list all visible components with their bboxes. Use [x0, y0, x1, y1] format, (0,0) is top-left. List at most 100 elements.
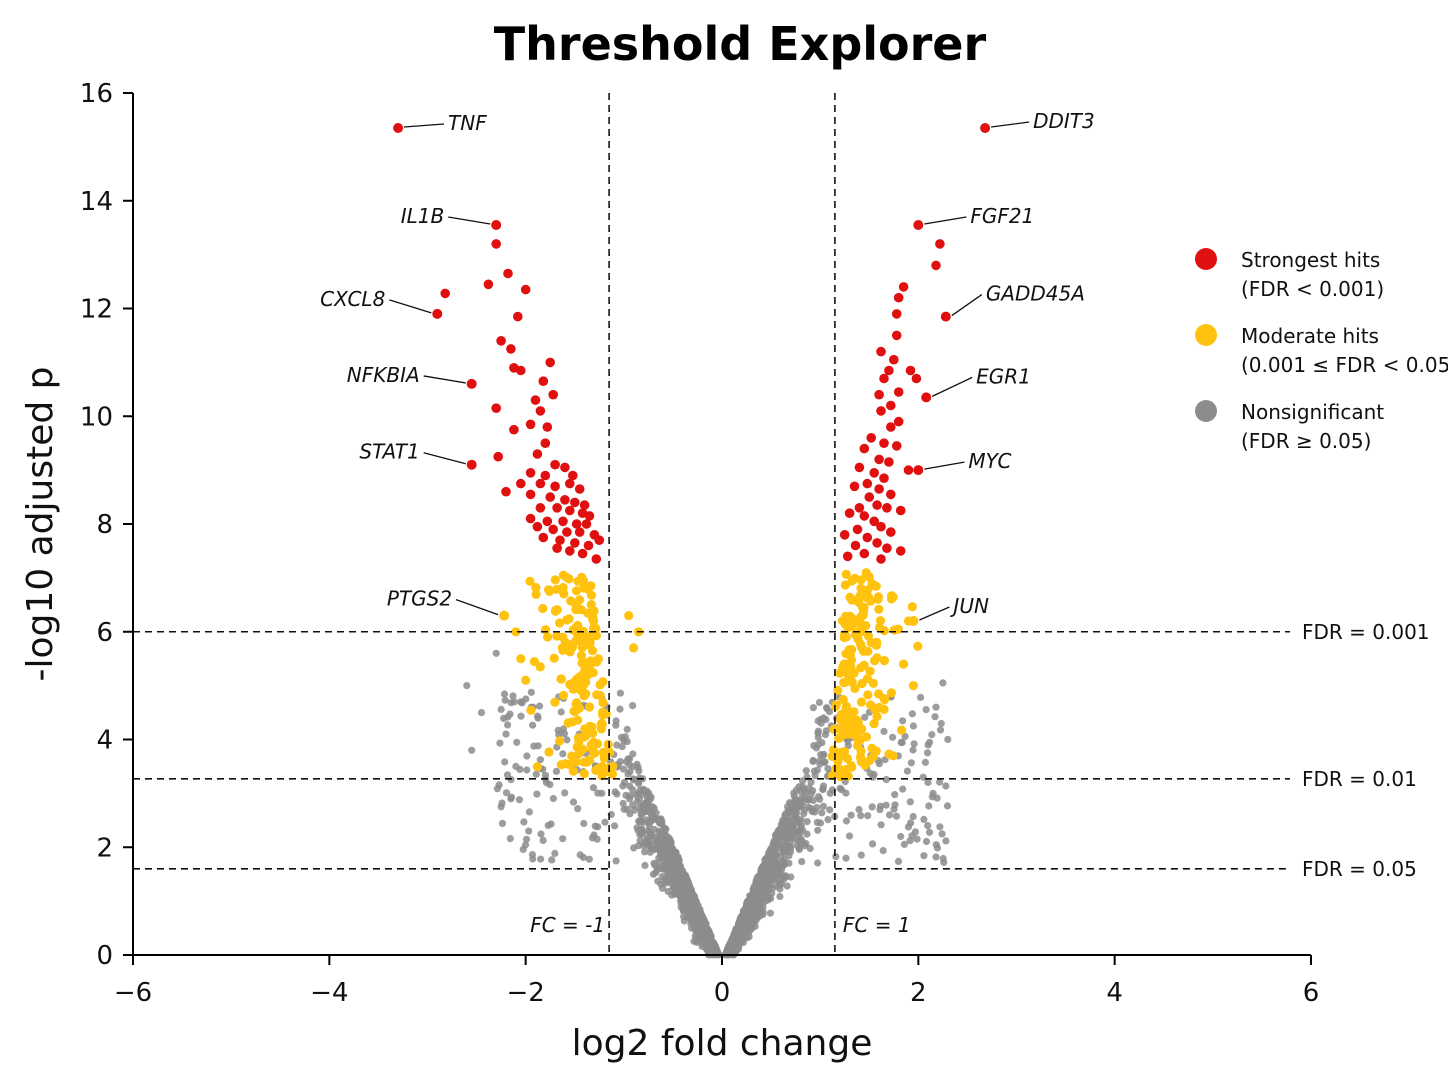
data-point-nonsignificant	[861, 713, 869, 721]
x-tick-label: 6	[1303, 978, 1320, 1008]
data-point-strong	[886, 489, 896, 500]
data-point-moderate	[589, 623, 599, 633]
data-point-nonsignificant	[857, 851, 865, 859]
data-point-strong	[931, 260, 941, 271]
data-point-nonsignificant	[643, 793, 651, 801]
data-point-moderate	[856, 754, 866, 764]
data-point-nonsignificant	[643, 834, 651, 842]
data-point-strong	[874, 389, 884, 400]
data-point-strong	[876, 406, 886, 416]
data-point-strong	[884, 457, 894, 467]
data-point-nonsignificant	[623, 738, 631, 746]
data-point-nonsignificant	[797, 822, 806, 830]
data-point-nonsignificant	[637, 790, 645, 799]
data-point-nonsignificant	[492, 649, 500, 657]
data-point-nonsignificant	[921, 758, 930, 767]
data-point-nonsignificant	[845, 832, 854, 840]
data-point-nonsignificant	[580, 819, 588, 828]
data-point-nonsignificant	[503, 771, 512, 779]
data-point-nonsignificant	[533, 790, 541, 798]
threshold-layer: FDR = 0.001 FDR = 0.01 FDR = 0.05 FC = -1 FC…	[133, 93, 1430, 955]
data-point-strong	[859, 511, 870, 521]
data-point-nonsignificant	[658, 829, 666, 837]
legend-marker-strong	[1195, 248, 1217, 270]
data-point-nonsignificant	[886, 811, 894, 819]
data-point-strong	[911, 373, 922, 384]
gene-label: MYC	[968, 449, 1011, 473]
data-point-strong	[570, 538, 580, 548]
data-point-nonsignificant	[866, 769, 874, 777]
data-point-strong	[542, 516, 553, 527]
data-point-nonsignificant	[569, 798, 578, 806]
data-point-moderate	[585, 721, 595, 731]
data-point-nonsignificant	[882, 801, 890, 809]
data-point-moderate	[598, 698, 608, 708]
gene-leader-line	[919, 606, 950, 621]
data-point-moderate	[593, 654, 604, 664]
data-point-nonsignificant	[747, 913, 756, 921]
data-point-moderate	[525, 576, 535, 586]
data-point-moderate	[867, 743, 877, 753]
data-point-nonsignificant	[764, 894, 772, 902]
data-point-nonsignificant	[501, 696, 509, 704]
data-point-moderate	[884, 749, 894, 759]
data-point-moderate	[843, 623, 853, 633]
data-point-nonsignificant	[537, 830, 545, 838]
labeled-gene-point	[913, 465, 924, 476]
x-tick-label: 4	[1106, 978, 1123, 1008]
data-point-strong	[898, 282, 909, 292]
data-point-moderate	[588, 616, 599, 626]
data-point-nonsignificant	[847, 811, 855, 819]
data-point-strong	[525, 419, 536, 430]
data-point-strong	[574, 484, 585, 494]
data-point-moderate	[590, 748, 600, 758]
data-point-nonsignificant	[933, 844, 942, 852]
gene-leader-line	[991, 121, 1030, 128]
data-point-nonsignificant	[619, 765, 628, 773]
data-point-nonsignificant	[913, 835, 921, 843]
data-point-nonsignificant	[523, 752, 531, 760]
fc-threshold-label: FC = -1	[530, 913, 605, 937]
data-point-moderate	[588, 630, 598, 640]
data-point-nonsignificant	[799, 777, 807, 785]
data-point-nonsignificant	[559, 725, 568, 733]
data-point-nonsignificant	[940, 858, 948, 867]
legend-marker-nonsig	[1195, 400, 1217, 422]
legend-sublabel: (FDR ≥ 0.05)	[1241, 429, 1371, 453]
data-point-nonsignificant	[665, 851, 673, 859]
data-point-nonsignificant	[811, 808, 819, 816]
data-point-strong	[594, 535, 605, 545]
data-point-moderate	[551, 605, 561, 615]
data-point-nonsignificant	[899, 785, 907, 793]
data-point-nonsignificant	[937, 719, 945, 728]
data-point-nonsignificant	[817, 715, 825, 723]
data-point-nonsignificant	[626, 782, 634, 790]
data-point-nonsignificant	[612, 721, 620, 729]
data-point-nonsignificant	[496, 739, 504, 747]
data-point-nonsignificant	[745, 900, 753, 908]
data-point-moderate	[835, 715, 846, 725]
data-point-moderate	[556, 760, 566, 770]
data-point-nonsignificant	[519, 845, 527, 854]
data-point-nonsignificant	[785, 809, 793, 817]
data-point-nonsignificant	[525, 827, 533, 835]
data-point-moderate	[856, 663, 866, 673]
data-point-moderate	[592, 690, 602, 700]
data-point-nonsignificant	[619, 782, 627, 790]
data-point-moderate	[566, 596, 576, 606]
data-point-nonsignificant	[877, 821, 885, 829]
data-point-moderate	[575, 681, 586, 691]
data-point-nonsignificant	[786, 799, 794, 807]
data-point-strong	[893, 292, 904, 303]
data-point-moderate	[535, 662, 545, 672]
data-point-nonsignificant	[656, 843, 664, 851]
data-point-nonsignificant	[819, 782, 828, 790]
data-point-strong	[555, 535, 565, 545]
data-point-nonsignificant	[633, 797, 641, 806]
data-point-moderate	[838, 694, 848, 705]
data-point-nonsignificant	[812, 744, 821, 752]
data-point-nonsignificant	[880, 727, 888, 736]
data-point-nonsignificant	[806, 844, 814, 853]
data-point-nonsignificant	[563, 736, 571, 744]
gene-label: PTGS2	[387, 587, 452, 611]
